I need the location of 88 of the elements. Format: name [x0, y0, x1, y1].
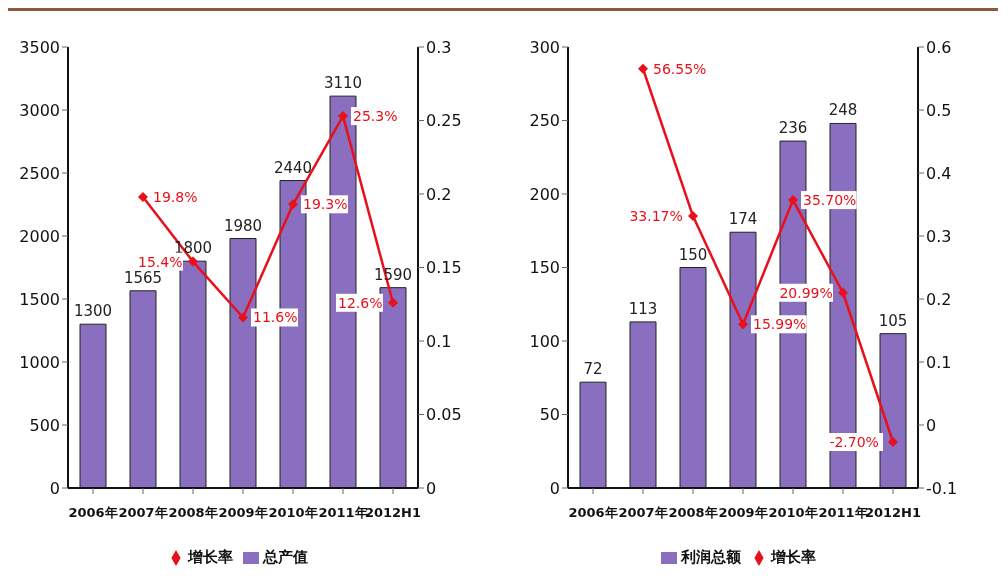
point: [138, 191, 148, 202]
data-label: 105: [878, 311, 908, 330]
bar: [629, 321, 657, 488]
y-tick-label: 3500: [19, 37, 60, 57]
data-label: 20.99%: [779, 284, 833, 301]
y2-tick-label: 0: [426, 478, 437, 498]
y2-tick-label: 0: [926, 415, 937, 435]
bar: [879, 333, 907, 488]
data-label: 1565: [123, 268, 163, 287]
point: [738, 319, 748, 330]
bar: [79, 323, 107, 488]
legend-label: 增长率: [770, 548, 816, 566]
point: [338, 111, 348, 122]
x-tick-label: 2010年: [268, 505, 318, 521]
point: [388, 297, 398, 308]
bar: [679, 267, 707, 488]
point: [288, 199, 298, 210]
y2-tick-label: 0.25: [426, 111, 462, 131]
data-label: 248: [828, 101, 858, 120]
x-tick-label: 2008年: [668, 505, 718, 521]
point: [188, 256, 198, 267]
y2-tick-label: 0.3: [926, 226, 952, 246]
data-label: 236: [778, 119, 808, 138]
y-tick-label: 1500: [19, 289, 60, 309]
data-label: 15.99%: [753, 316, 807, 333]
data-label: 19.8%: [153, 188, 198, 205]
y2-tick-label: 0.6: [926, 37, 952, 57]
y-tick-label: 200: [529, 184, 560, 204]
y-tick-label: 1000: [19, 352, 60, 372]
data-label: 11.6%: [253, 309, 298, 326]
y-tick-label: 0: [549, 478, 560, 498]
legend-label: 利润总额: [680, 548, 741, 566]
y-tick-label: 150: [529, 258, 560, 278]
data-label: 35.70%: [803, 192, 857, 209]
x-tick-label: 2006年: [68, 505, 118, 521]
legend-label: 总产值: [263, 548, 308, 566]
data-label: 113: [628, 299, 658, 318]
data-label: 15.4%: [138, 253, 183, 270]
data-label: 72: [583, 360, 603, 379]
data-label: 25.3%: [353, 108, 398, 125]
data-label: 12.6%: [338, 294, 383, 311]
point: [838, 287, 848, 298]
data-label: 150: [678, 245, 708, 264]
y-tick-label: 3000: [19, 100, 60, 120]
x-tick-label: 2010年: [768, 505, 818, 521]
data-label: 1980: [223, 216, 263, 235]
y-tick-label: 500: [29, 415, 60, 435]
y2-tick-label: 0.1: [426, 331, 452, 351]
y2-tick-label: 0.05: [426, 405, 462, 425]
x-tick-label: 2008年: [168, 505, 218, 521]
x-tick-label: 2009年: [718, 505, 768, 521]
x-tick-label: 2011年: [818, 505, 868, 521]
bar: [129, 290, 157, 488]
y2-tick-label: 0.15: [426, 258, 462, 278]
x-tick-label: 2006年: [568, 505, 618, 521]
y2-tick-label: 0.3: [426, 37, 452, 57]
point: [638, 63, 648, 74]
y2-tick-label: 0.2: [426, 184, 452, 204]
data-label: -2.70%: [829, 434, 879, 451]
x-tick-label: 2009年: [218, 505, 268, 521]
bar: [579, 381, 607, 488]
point: [688, 211, 698, 222]
legend-label: 增长率: [188, 548, 233, 566]
point: [238, 312, 248, 323]
y-tick-label: 2000: [19, 226, 60, 246]
data-label: 19.3%: [303, 196, 348, 213]
y2-tick-label: -0.1: [926, 478, 958, 498]
y-tick-label: 300: [529, 37, 560, 57]
y-tick-label: 2500: [19, 163, 60, 183]
point: [888, 437, 898, 448]
y2-tick-label: 0.5: [926, 100, 952, 120]
y2-tick-label: 0.2: [926, 289, 952, 309]
y-tick-label: 250: [529, 111, 560, 131]
point: [788, 195, 798, 206]
data-label: 2440: [273, 158, 313, 177]
data-label: 1300: [73, 302, 113, 321]
y-tick-label: 0: [49, 478, 60, 498]
data-label: 174: [728, 210, 758, 229]
y-tick-label: 50: [539, 405, 560, 425]
data-label: 56.55%: [653, 60, 707, 77]
x-tick-label: 2011年: [318, 505, 368, 521]
data-label: 3110: [323, 74, 363, 93]
y2-tick-label: 0.1: [926, 352, 952, 372]
data-label: 33.17%: [629, 208, 683, 225]
x-tick-label: 2007年: [618, 505, 668, 521]
y2-tick-label: 0.4: [926, 163, 952, 183]
x-tick-label: 2007年: [118, 505, 168, 521]
y-tick-label: 100: [529, 331, 560, 351]
